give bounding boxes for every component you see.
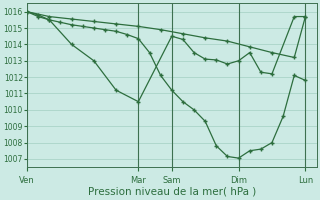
X-axis label: Pression niveau de la mer( hPa ): Pression niveau de la mer( hPa ): [88, 187, 256, 197]
